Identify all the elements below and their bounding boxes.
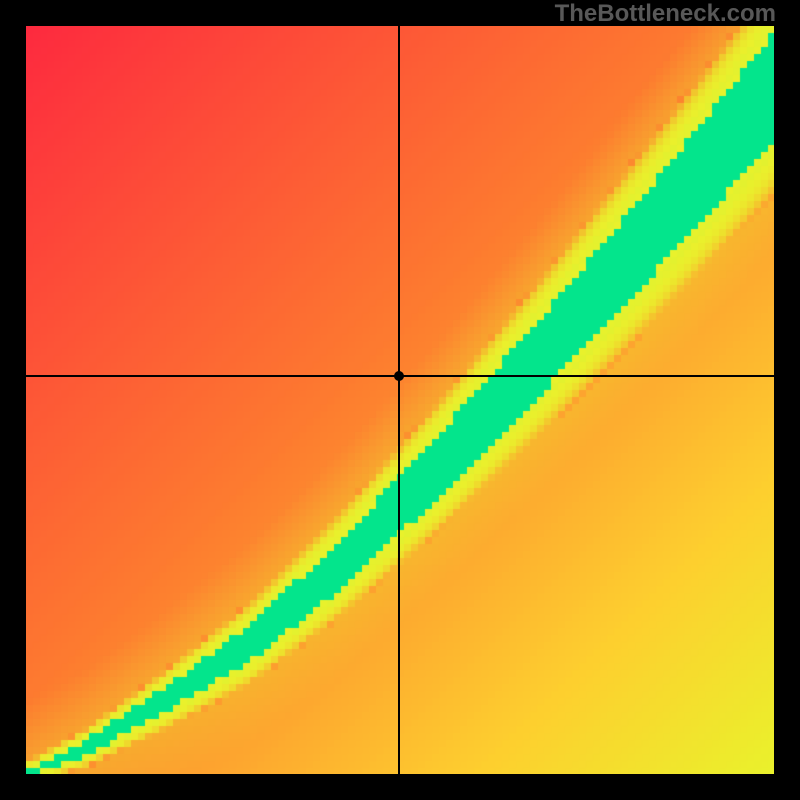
plot-area bbox=[26, 26, 774, 774]
heatmap-canvas bbox=[26, 26, 774, 774]
crosshair-vertical-line bbox=[398, 26, 400, 774]
watermark-text: TheBottleneck.com bbox=[555, 0, 776, 28]
crosshair-dot bbox=[394, 371, 404, 381]
chart-container: TheBottleneck.com bbox=[0, 0, 800, 800]
